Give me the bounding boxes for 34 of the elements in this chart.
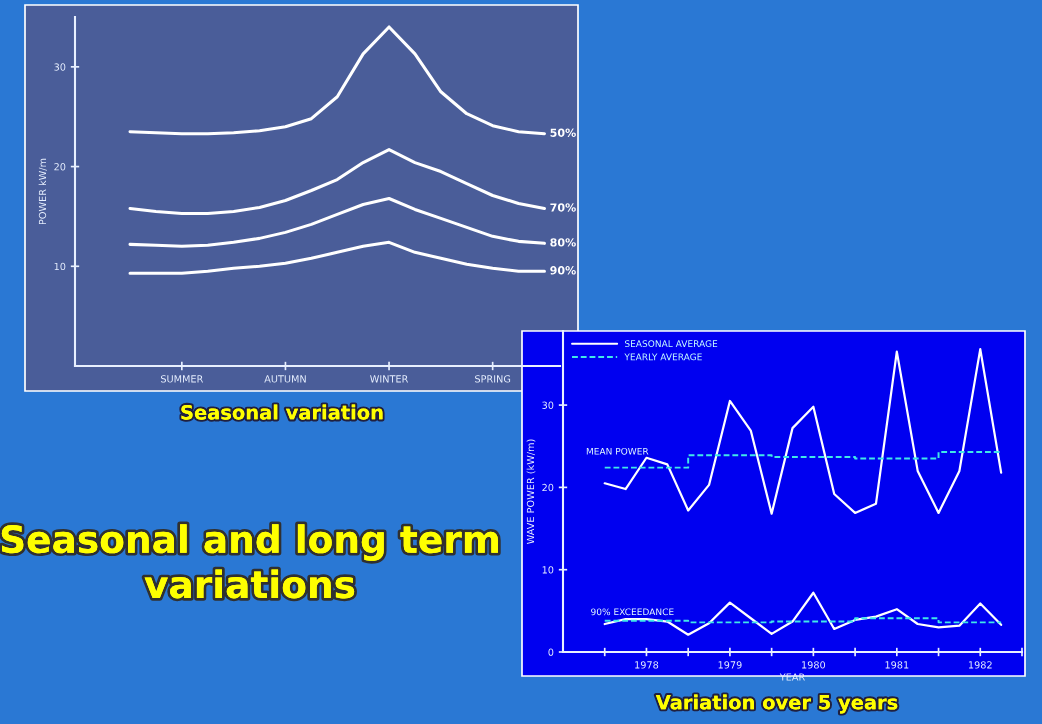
y-tick-label: 20	[542, 483, 554, 492]
y-tick-label: 10	[54, 262, 66, 271]
text: Variation over 5 years	[655, 694, 898, 714]
annotation: 90% EXCEEDANCE	[591, 608, 674, 616]
x-tick-label: SPRING	[475, 375, 511, 383]
line-series	[128, 148, 546, 215]
series-label: 90%	[550, 266, 576, 275]
series-label: 70%	[550, 203, 576, 212]
series-label: 80%	[550, 238, 576, 247]
annotation: MEAN POWER	[586, 447, 649, 455]
x-tick-label: 1982	[968, 661, 992, 669]
y-tick-label: 30	[542, 401, 554, 409]
text: Seasonal and long term variations	[1, 524, 498, 599]
x-tick-label: WINTER	[370, 375, 409, 383]
y-tick-label: 20	[54, 163, 66, 171]
y-tick-label: 0	[548, 648, 554, 656]
x-tick-label: 1980	[802, 661, 826, 669]
line-series	[128, 240, 546, 275]
line-series	[128, 196, 546, 248]
x-tick-label: AUTUMN	[264, 375, 306, 383]
y-axis-title: WAVE POWER (kW/m)	[526, 439, 536, 545]
legend-label: SEASONAL AVERAGE	[624, 340, 718, 348]
line-series	[128, 25, 546, 136]
y-tick-label: 10	[542, 566, 554, 574]
x-tick-label: 1979	[718, 661, 742, 669]
y-tick-label: 30	[54, 63, 66, 71]
x-axis-title: YEAR	[779, 673, 805, 681]
y-axis-title: POWER kW/m	[38, 158, 47, 225]
x-tick-label: 1981	[885, 661, 909, 669]
legend-label: YEARLY AVERAGE	[624, 353, 702, 361]
text: Seasonal variation	[181, 404, 383, 420]
x-tick-label: SUMMER	[161, 375, 204, 383]
x-tick-label: 1978	[635, 661, 659, 669]
series-label: 50%	[550, 128, 576, 137]
